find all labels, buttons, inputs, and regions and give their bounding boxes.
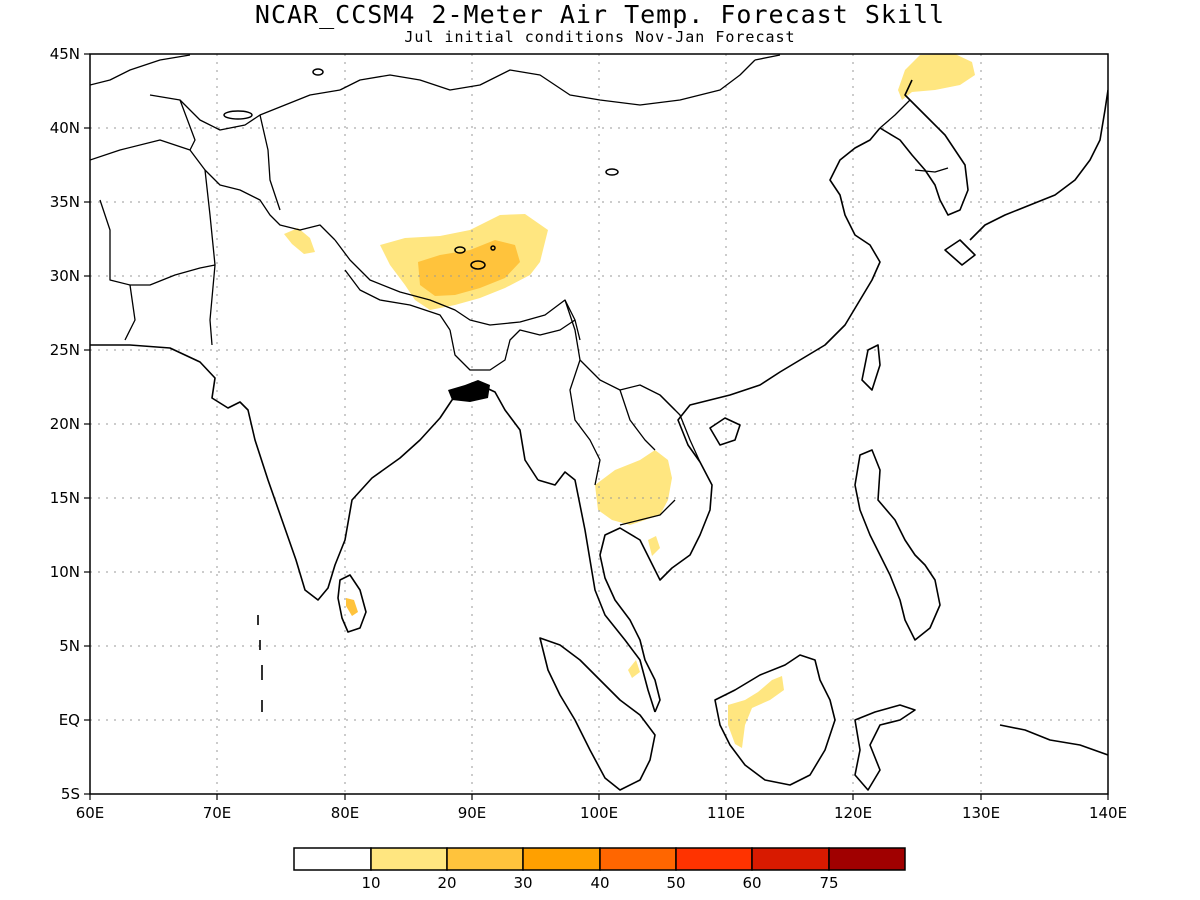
lat-label: 25N: [50, 341, 80, 359]
lat-label: 40N: [50, 119, 80, 137]
indochina-skill-region: [595, 450, 672, 525]
cambodia-skill-region: [648, 536, 660, 556]
malaya-skill-region: [628, 660, 640, 678]
map-title: NCAR_CCSM4 2-Meter Air Temp. Forecast Sk…: [254, 0, 946, 29]
longitude-labels: 60E 70E 80E 90E 100E 110E 120E 130E 140E: [76, 804, 1127, 822]
country-borders: [90, 54, 949, 526]
borneo-coastline: [714, 654, 836, 786]
tibet-skill-region-dark: [418, 240, 520, 296]
legend-swatch: [828, 847, 906, 871]
taiwan-coastline: [861, 344, 881, 391]
lat-label: 20N: [50, 415, 80, 433]
legend-swatch: [293, 847, 372, 871]
lon-label: 60E: [76, 804, 105, 822]
ganges-delta: [448, 380, 490, 402]
lon-label: 120E: [834, 804, 872, 822]
newguinea-coastline: [999, 724, 1108, 756]
legend-swatch: [675, 847, 753, 871]
lon-label: 140E: [1089, 804, 1127, 822]
map-subtitle: Jul initial conditions Nov-Jan Forecast: [404, 28, 796, 46]
skill-shading: [284, 54, 975, 748]
lat-label: 30N: [50, 267, 80, 285]
lat-label: 5S: [61, 785, 80, 803]
legend-label: 40: [590, 874, 609, 892]
legend-swatch: [522, 847, 601, 871]
lat-label: 15N: [50, 489, 80, 507]
legend-label: 30: [513, 874, 532, 892]
lat-label: 5N: [59, 637, 80, 655]
legend-swatch: [446, 847, 524, 871]
japan-coastline: [969, 89, 1108, 241]
hainan-coastline: [709, 417, 741, 446]
legend-swatch: [599, 847, 677, 871]
korea-coastline: [879, 79, 969, 216]
lon-label: 80E: [331, 804, 360, 822]
legend-label: 60: [742, 874, 761, 892]
srilanka-skill-region: [346, 598, 358, 616]
legend-label: 20: [437, 874, 456, 892]
srilanka-coastline: [337, 574, 367, 633]
lat-label: 45N: [50, 45, 80, 63]
borneo-skill-region: [728, 676, 784, 748]
lon-label: 100E: [580, 804, 618, 822]
myanmar-malaya-coastline: [537, 471, 656, 713]
malaya-east-coast: [599, 127, 881, 713]
legend-swatch: [751, 847, 830, 871]
lat-label: 10N: [50, 563, 80, 581]
gridlines: [90, 54, 1108, 794]
lon-label: 70E: [203, 804, 232, 822]
axis-ticks: [84, 53, 1109, 800]
northeast-china-skill-region: [898, 54, 975, 100]
lon-label: 110E: [707, 804, 745, 822]
lon-label: 130E: [962, 804, 1000, 822]
lakes: [223, 68, 619, 270]
philippines-coastline: [854, 449, 941, 641]
latitude-labels: 45N 40N 35N 30N 25N 20N 15N 10N 5N EQ 5S: [50, 45, 80, 803]
lon-label: 90E: [458, 804, 487, 822]
sumatra-coastline: [539, 637, 656, 791]
lat-label: 35N: [50, 193, 80, 211]
maldives: [257, 615, 263, 712]
legend-label: 50: [666, 874, 685, 892]
japan-kyushu: [944, 239, 976, 266]
legend-label: 75: [819, 874, 838, 892]
sulawesi-coastline: [854, 704, 916, 791]
lat-label: EQ: [59, 711, 80, 729]
color-legend: 10 20 30 40 50 60 75: [293, 847, 906, 892]
legend-swatch: [370, 847, 448, 871]
legend-label: 10: [361, 874, 380, 892]
kashmir-skill-region: [284, 228, 315, 254]
